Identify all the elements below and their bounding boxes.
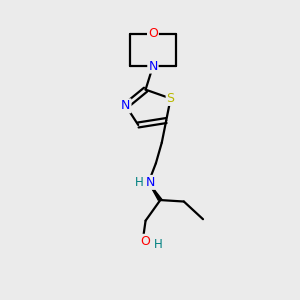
Text: O: O	[148, 27, 158, 40]
Text: O: O	[140, 235, 150, 248]
Text: N: N	[121, 99, 130, 112]
Text: N: N	[145, 176, 155, 189]
Text: S: S	[167, 92, 175, 105]
Text: H: H	[154, 238, 162, 251]
Text: N: N	[148, 60, 158, 73]
Text: H: H	[135, 176, 143, 189]
Polygon shape	[148, 182, 162, 200]
